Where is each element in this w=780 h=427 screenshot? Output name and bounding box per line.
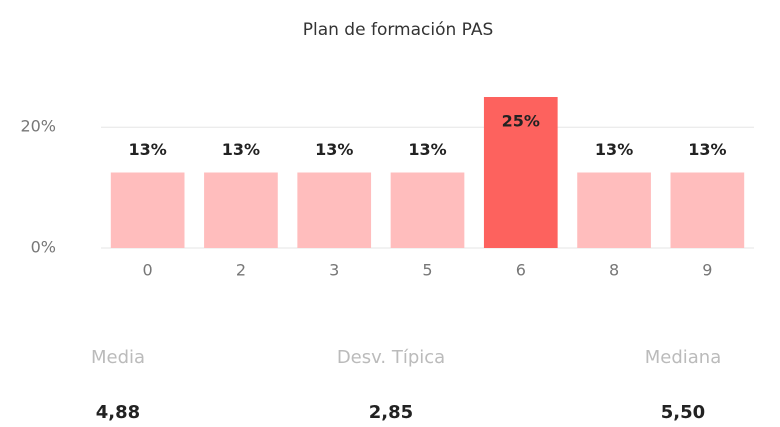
stat-value: 4,88 xyxy=(96,402,140,423)
bar xyxy=(670,172,745,248)
data-label: 13% xyxy=(408,140,446,159)
x-tick-label: 2 xyxy=(236,261,246,280)
data-label: 13% xyxy=(222,140,260,159)
bar xyxy=(390,172,465,248)
stat-label: Media xyxy=(91,347,145,368)
bar xyxy=(577,172,651,248)
data-label: 13% xyxy=(128,140,166,159)
stat-value: 2,85 xyxy=(369,402,413,423)
x-tick-label: 9 xyxy=(702,261,712,280)
data-label: 25% xyxy=(502,112,540,131)
x-tick-label: 0 xyxy=(143,261,153,280)
stat-label: Desv. Típica xyxy=(337,347,445,368)
bar xyxy=(483,97,558,248)
x-tick-label: 3 xyxy=(329,261,339,280)
x-tick-label: 5 xyxy=(422,261,432,280)
data-label: 13% xyxy=(315,140,353,159)
stat-value: 5,50 xyxy=(661,402,705,423)
y-tick-label: 20% xyxy=(20,117,56,136)
bar xyxy=(297,172,372,248)
bar xyxy=(204,172,278,248)
bar xyxy=(110,172,185,248)
data-label: 13% xyxy=(595,140,633,159)
stat-label: Mediana xyxy=(645,347,722,368)
y-tick-label: 0% xyxy=(31,238,56,257)
data-label: 13% xyxy=(688,140,726,159)
x-tick-label: 6 xyxy=(516,261,526,280)
x-tick-label: 8 xyxy=(609,261,619,280)
chart-title: Plan de formación PAS xyxy=(303,20,494,40)
